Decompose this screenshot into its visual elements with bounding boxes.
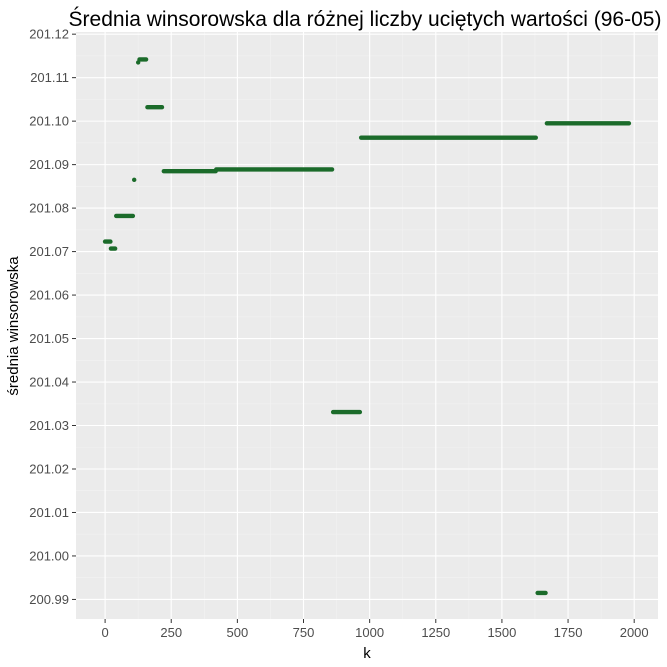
x-tick-label: 1750 xyxy=(554,625,583,640)
y-tick-label: 201.01 xyxy=(29,505,69,520)
y-tick-label: 201.05 xyxy=(29,331,69,346)
x-tick-label: 2000 xyxy=(620,625,649,640)
y-tick-label: 201.03 xyxy=(29,418,69,433)
y-tick-label: 201.02 xyxy=(29,461,69,476)
x-tick-label: 0 xyxy=(101,625,108,640)
x-tick-label: 500 xyxy=(227,625,249,640)
major-gridlines xyxy=(76,32,658,619)
y-tick-label: 201.11 xyxy=(30,70,69,85)
x-axis: 0 250 500 750 1000 1250 1500 1750 2000 xyxy=(101,619,649,640)
x-tick-label: 1000 xyxy=(355,625,384,640)
y-tick-label: 201.06 xyxy=(29,288,69,303)
y-axis-label: średnia winsorowska xyxy=(5,256,22,396)
chart-title: Średnia winsorowska dla różnej liczby uc… xyxy=(69,7,662,31)
plot-panel xyxy=(76,32,658,619)
y-tick-label: 201.12 xyxy=(29,27,69,42)
x-tick-label: 750 xyxy=(293,625,315,640)
x-axis-label: k xyxy=(363,645,371,662)
y-tick-label: 201.04 xyxy=(29,375,69,390)
data-point xyxy=(132,177,137,183)
x-tick-label: 250 xyxy=(160,625,182,640)
y-tick-label: 200.99 xyxy=(29,592,69,607)
y-tick-label: 201.10 xyxy=(29,114,69,129)
y-tick-label: 201.07 xyxy=(29,244,69,259)
y-tick-label: 201.00 xyxy=(29,548,69,563)
x-tick-label: 1500 xyxy=(487,625,516,640)
x-tick-label: 1250 xyxy=(421,625,450,640)
y-tick-label: 201.09 xyxy=(29,157,69,172)
minor-gridlines xyxy=(76,32,658,619)
data-points xyxy=(102,57,632,596)
y-axis: 200.99 201.00 201.01 201.02 201.03 201.04 201.… xyxy=(29,27,76,607)
y-tick-label: 201.08 xyxy=(29,201,69,216)
